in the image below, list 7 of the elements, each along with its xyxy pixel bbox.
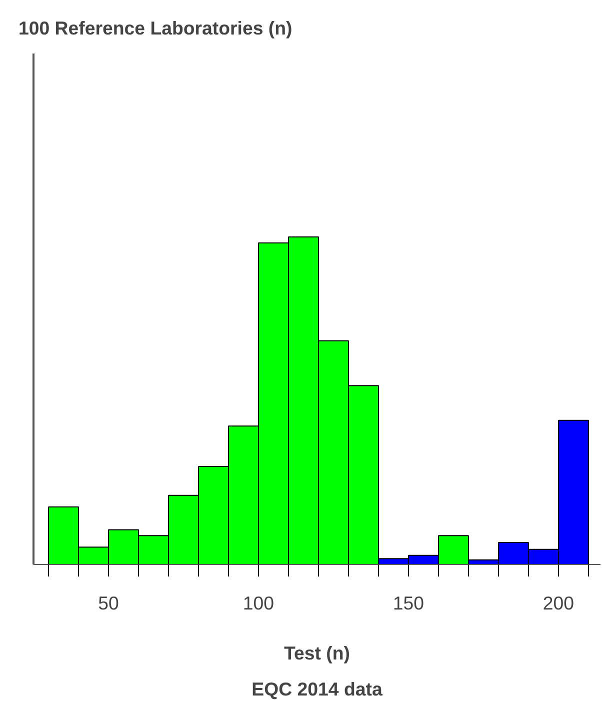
x-tick-label: 100 [242,592,274,614]
x-tick-label: 150 [392,592,424,614]
x-tick-label: 200 [542,592,574,614]
chart-title: 100 Reference Laboratories (n) [18,18,292,38]
text: EQC 2014 data [252,678,383,700]
x-tick-label: 50 [98,592,119,614]
x-axis-title: Test (n) [284,642,350,664]
